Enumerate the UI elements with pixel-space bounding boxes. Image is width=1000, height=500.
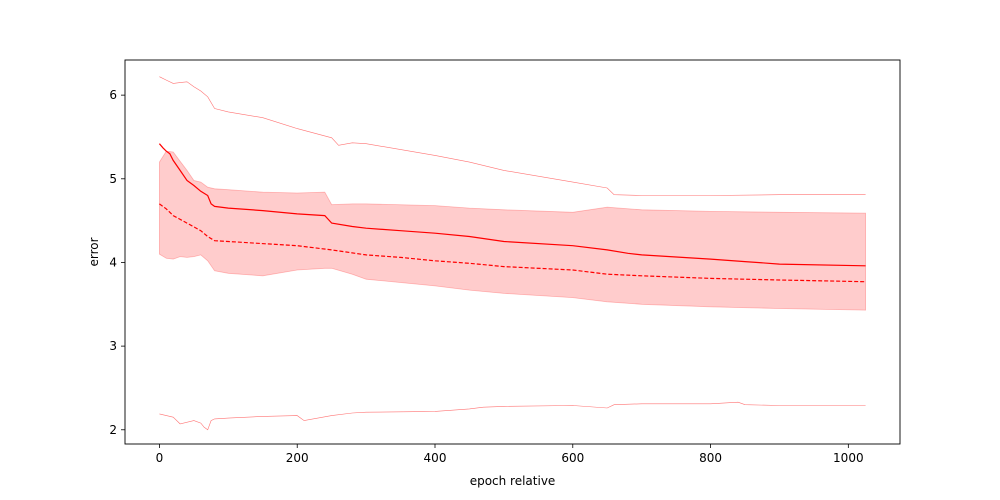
max-line bbox=[159, 76, 866, 196]
x-tick-label: 1000 bbox=[833, 451, 864, 465]
band-area bbox=[158, 150, 866, 311]
y-tick-label: 6 bbox=[109, 88, 117, 102]
series-lines bbox=[158, 143, 866, 283]
min-line bbox=[159, 401, 866, 431]
solid-series-line bbox=[158, 143, 866, 267]
x-tick-label: 400 bbox=[424, 451, 447, 465]
y-axis: 2 3 4 5 6 bbox=[109, 88, 125, 437]
y-tick-label: 4 bbox=[109, 255, 117, 269]
dashed-series-line bbox=[159, 203, 866, 283]
extreme-lines bbox=[159, 76, 866, 431]
plot-frame bbox=[124, 59, 901, 445]
x-tick-label: 0 bbox=[156, 451, 164, 465]
x-axis-label: epoch relative bbox=[470, 474, 556, 488]
y-axis-label: error bbox=[87, 237, 101, 266]
x-axis: 0 200 400 600 800 1000 bbox=[156, 444, 864, 465]
x-tick-label: 800 bbox=[699, 451, 722, 465]
x-tick-label: 600 bbox=[561, 451, 584, 465]
y-tick-label: 3 bbox=[109, 339, 117, 353]
y-tick-label: 5 bbox=[109, 172, 117, 186]
x-tick-label: 200 bbox=[286, 451, 309, 465]
y-tick-label: 2 bbox=[109, 423, 117, 437]
error-band bbox=[158, 150, 866, 311]
